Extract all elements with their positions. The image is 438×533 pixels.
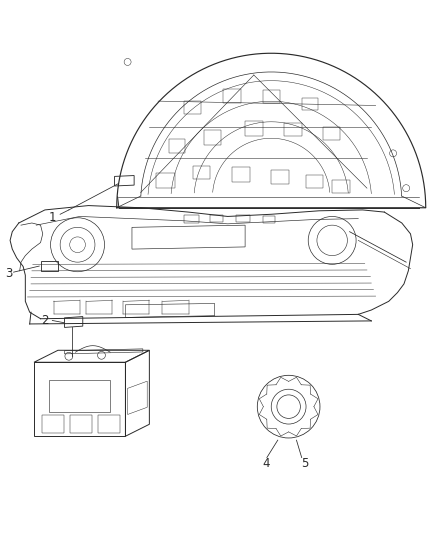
Text: 3: 3 [5,267,12,280]
Text: 5: 5 [301,457,309,470]
Text: 1: 1 [49,211,57,224]
Text: 4: 4 [262,457,270,470]
Text: 2: 2 [41,314,49,327]
